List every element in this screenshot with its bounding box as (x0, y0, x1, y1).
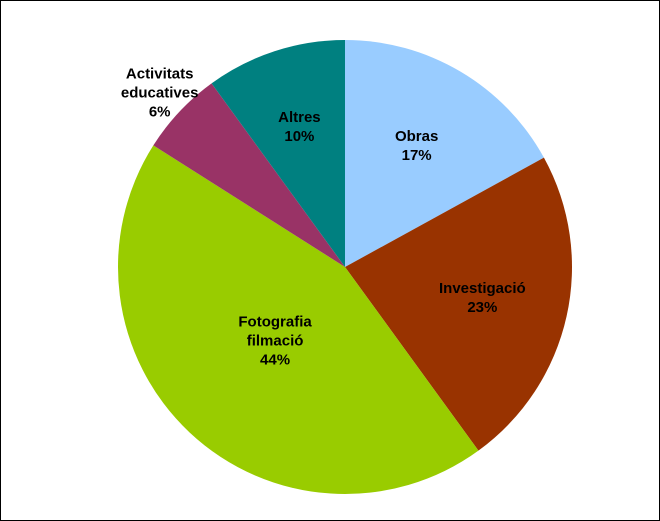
pie-slice (118, 145, 479, 494)
slice-value: 44% (260, 351, 291, 369)
pie-slice (211, 40, 345, 267)
pie-slice (345, 40, 544, 267)
slice-name: Investigació (438, 279, 526, 297)
slice-name: Altres (278, 108, 321, 126)
slice-label: Altres 10% (234, 108, 364, 146)
slice-name: Fotografia filmació (238, 313, 312, 350)
slice-label: Activitats educatives 6% (95, 64, 225, 121)
slice-label: Obras 17% (352, 127, 482, 165)
slice-name: Obras (394, 127, 439, 145)
slice-name: Activitats educatives (120, 65, 199, 102)
slice-value: 17% (401, 146, 432, 164)
slice-label: Fotografia filmació 44% (210, 313, 340, 370)
slice-value: 6% (148, 103, 171, 121)
pie-slice (345, 157, 572, 451)
slice-value: 10% (284, 127, 315, 145)
pie-slice (153, 83, 345, 267)
slice-value: 23% (467, 298, 498, 316)
slice-label: Investigació 23% (417, 279, 547, 317)
